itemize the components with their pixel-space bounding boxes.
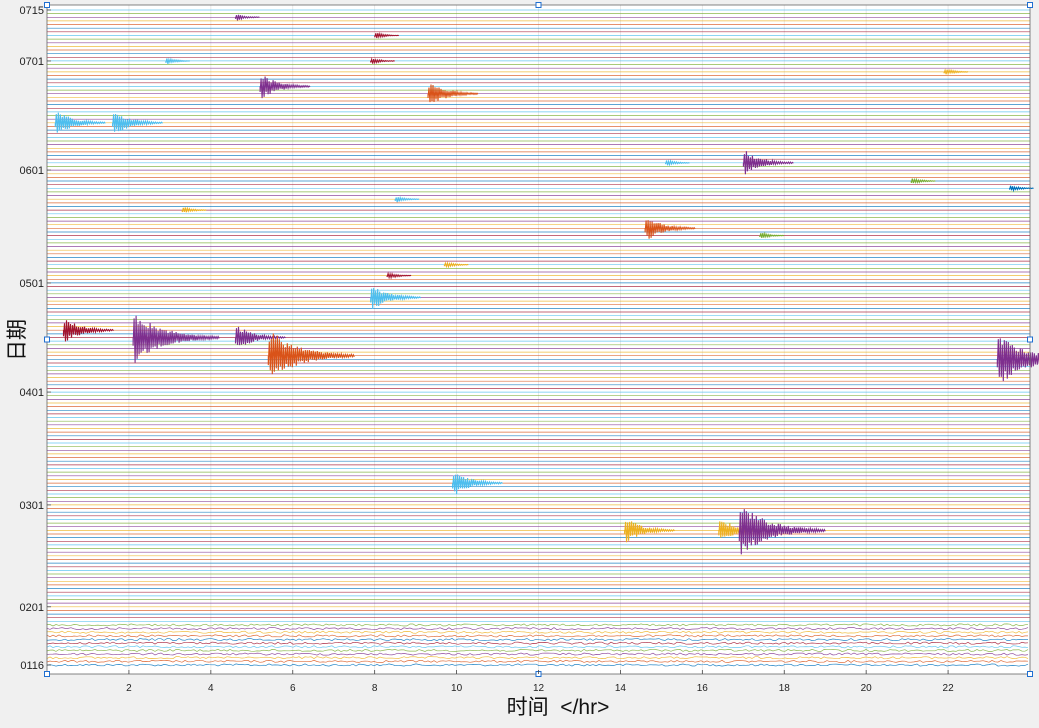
traces: [46, 9, 1030, 667]
y-tick-label: 0201: [20, 602, 44, 614]
x-tick-label: 12: [533, 683, 545, 694]
event-waveform: [181, 206, 207, 213]
event-waveform: [943, 68, 969, 76]
event-waveform: [374, 31, 399, 39]
day-trace: [46, 645, 1029, 649]
x-tick-label: 20: [861, 683, 873, 694]
event-waveform: [165, 57, 191, 65]
grid: [128, 5, 949, 674]
event-waveform: [910, 177, 936, 184]
event-waveform: [644, 220, 696, 239]
resize-handle[interactable]: [1027, 336, 1033, 343]
resize-handle[interactable]: [44, 2, 50, 8]
events: [54, 14, 1039, 555]
event-waveform: [1009, 185, 1034, 193]
x-tick-label: 4: [208, 683, 214, 694]
day-trace: [46, 659, 1029, 663]
x-tick-label: 16: [697, 683, 709, 694]
x-tick-label: 22: [943, 683, 955, 694]
y-tick-label: 0116: [20, 660, 44, 672]
resize-handle[interactable]: [44, 336, 50, 343]
resize-handle[interactable]: [1027, 671, 1033, 677]
x-tick-label: 14: [615, 683, 627, 694]
y-tick-label: 0601: [20, 165, 44, 177]
event-waveform: [665, 158, 690, 167]
x-tick-label: 10: [451, 683, 463, 694]
x-tick-label: 6: [290, 683, 296, 694]
event-waveform: [234, 14, 260, 21]
resize-handle[interactable]: [535, 2, 542, 8]
y-tick-label: 0501: [20, 278, 44, 290]
event-waveform: [742, 151, 794, 175]
event-waveform: [394, 195, 420, 203]
day-trace: [46, 663, 1029, 667]
event-waveform: [54, 112, 106, 133]
event-waveform: [427, 84, 479, 103]
day-trace: [46, 656, 1029, 660]
y-axis-label: 日期: [6, 319, 29, 361]
y-tick-label: 0715: [20, 5, 44, 17]
event-waveform: [112, 113, 164, 132]
day-trace: [46, 627, 1029, 631]
day-trace: [46, 634, 1028, 638]
event-waveform: [738, 509, 826, 555]
event-waveform: [443, 261, 469, 269]
y-tick-label: 0301: [20, 500, 44, 512]
y-tick-labels: 0715 0701 0601 0501 0401 0301 0201 0116: [20, 5, 51, 672]
resize-handle[interactable]: [1027, 2, 1033, 8]
day-trace: [46, 641, 1029, 645]
event-waveform: [370, 57, 395, 65]
x-tick-label: 2: [126, 683, 132, 694]
x-tick-labels: 2 4 6 8 10 12 14 16 18 20 22: [126, 670, 954, 694]
resize-handle[interactable]: [44, 671, 50, 677]
event-waveform: [267, 333, 355, 375]
day-trace: [46, 623, 1029, 627]
x-axis-label: 时间 </hr>: [507, 696, 610, 719]
event-waveform: [996, 338, 1039, 382]
event-waveform: [386, 271, 412, 280]
y-tick-label: 0701: [20, 56, 44, 68]
event-waveform: [624, 521, 675, 543]
event-waveform: [62, 320, 114, 342]
day-trace: [46, 637, 1029, 641]
day-trace: [46, 630, 1029, 634]
x-tick-label: 18: [779, 683, 791, 694]
event-waveform: [452, 474, 503, 495]
x-tick-label: 8: [372, 683, 378, 694]
event-waveform: [259, 76, 311, 99]
event-waveform: [132, 315, 220, 363]
event-waveform: [370, 287, 422, 309]
day-trace: [46, 652, 1029, 656]
y-tick-label: 0401: [20, 387, 44, 399]
day-trace: [46, 648, 1029, 652]
event-waveform: [759, 231, 785, 239]
